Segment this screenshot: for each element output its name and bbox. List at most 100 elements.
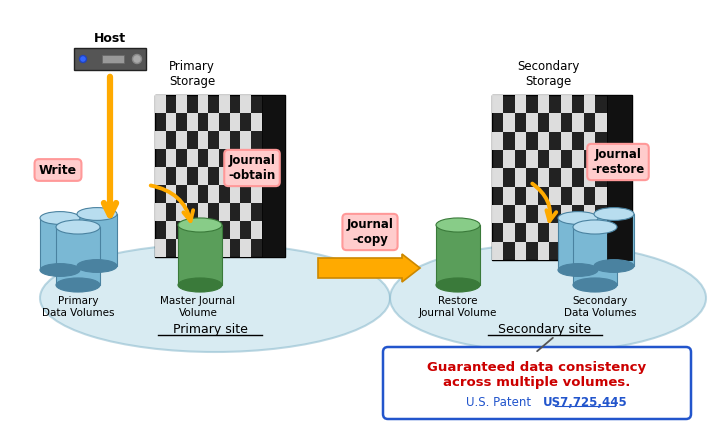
Ellipse shape: [573, 278, 617, 292]
Bar: [176, 239, 187, 257]
Ellipse shape: [436, 218, 480, 232]
Ellipse shape: [594, 259, 634, 272]
Bar: [197, 239, 208, 257]
Bar: [187, 113, 197, 131]
Bar: [240, 131, 251, 149]
Bar: [595, 223, 607, 242]
Bar: [538, 242, 549, 260]
Bar: [584, 242, 595, 260]
Bar: [155, 95, 166, 113]
Bar: [526, 187, 538, 205]
Bar: [572, 187, 584, 205]
Ellipse shape: [40, 264, 80, 276]
Bar: [208, 185, 219, 203]
Bar: [503, 113, 515, 132]
Text: Write: Write: [39, 164, 77, 176]
Bar: [176, 167, 187, 185]
Bar: [561, 168, 572, 187]
Bar: [503, 223, 515, 242]
Bar: [526, 150, 538, 168]
Ellipse shape: [573, 220, 617, 234]
Bar: [584, 205, 595, 223]
Bar: [208, 149, 219, 167]
Bar: [219, 239, 230, 257]
Bar: [436, 225, 480, 285]
Text: Journal
-copy: Journal -copy: [346, 218, 393, 246]
Bar: [607, 95, 632, 260]
Bar: [166, 221, 176, 239]
Text: US7,725,445: US7,725,445: [543, 396, 627, 408]
Circle shape: [132, 55, 142, 64]
Text: U.S. Patent: U.S. Patent: [467, 396, 531, 408]
Ellipse shape: [40, 244, 390, 352]
Bar: [561, 95, 572, 113]
Bar: [594, 214, 634, 266]
Bar: [584, 132, 595, 150]
Text: Secondary
Storage: Secondary Storage: [517, 60, 579, 88]
Bar: [584, 168, 595, 187]
FancyBboxPatch shape: [383, 347, 691, 419]
Bar: [515, 132, 526, 150]
Text: Primary site: Primary site: [173, 324, 248, 337]
Ellipse shape: [77, 259, 117, 272]
Bar: [492, 95, 503, 113]
Bar: [549, 113, 561, 132]
Text: Host: Host: [94, 31, 126, 45]
Bar: [251, 221, 261, 239]
Bar: [515, 168, 526, 187]
Bar: [526, 223, 538, 242]
Ellipse shape: [178, 278, 222, 292]
Bar: [526, 113, 538, 132]
Bar: [240, 167, 251, 185]
Text: Journal
-obtain: Journal -obtain: [228, 154, 276, 182]
Bar: [102, 55, 124, 63]
Bar: [230, 149, 240, 167]
Bar: [240, 203, 251, 221]
Ellipse shape: [558, 264, 598, 276]
Bar: [561, 242, 572, 260]
Ellipse shape: [594, 208, 634, 220]
Bar: [572, 223, 584, 242]
Bar: [595, 187, 607, 205]
Bar: [197, 95, 208, 113]
Bar: [40, 218, 80, 270]
Bar: [515, 205, 526, 223]
Bar: [166, 113, 176, 131]
Bar: [572, 113, 584, 132]
Bar: [176, 203, 187, 221]
Bar: [187, 149, 197, 167]
Bar: [187, 185, 197, 203]
Bar: [155, 131, 166, 149]
Bar: [197, 203, 208, 221]
Bar: [178, 225, 222, 285]
Bar: [595, 113, 607, 132]
Text: Secondary site: Secondary site: [498, 324, 592, 337]
Bar: [155, 167, 166, 185]
Bar: [595, 150, 607, 168]
Ellipse shape: [558, 212, 598, 224]
Text: Journal
-restore: Journal -restore: [591, 148, 644, 176]
Bar: [584, 95, 595, 113]
Ellipse shape: [40, 212, 80, 224]
Bar: [166, 185, 176, 203]
Bar: [219, 131, 230, 149]
Ellipse shape: [390, 244, 706, 352]
Bar: [515, 242, 526, 260]
Bar: [197, 167, 208, 185]
Text: Restore
Journal Volume: Restore Journal Volume: [419, 296, 498, 318]
Bar: [538, 168, 549, 187]
Bar: [492, 205, 503, 223]
Text: Guaranteed data consistency
across multiple volumes.: Guaranteed data consistency across multi…: [428, 361, 647, 389]
Bar: [77, 214, 117, 266]
Bar: [219, 203, 230, 221]
Bar: [251, 149, 261, 167]
Bar: [251, 113, 261, 131]
Ellipse shape: [178, 218, 222, 232]
Bar: [155, 203, 166, 221]
Text: Master Journal
Volume: Master Journal Volume: [161, 296, 235, 318]
Ellipse shape: [56, 220, 100, 234]
Bar: [261, 95, 285, 257]
Bar: [515, 95, 526, 113]
Bar: [492, 168, 503, 187]
Bar: [561, 205, 572, 223]
